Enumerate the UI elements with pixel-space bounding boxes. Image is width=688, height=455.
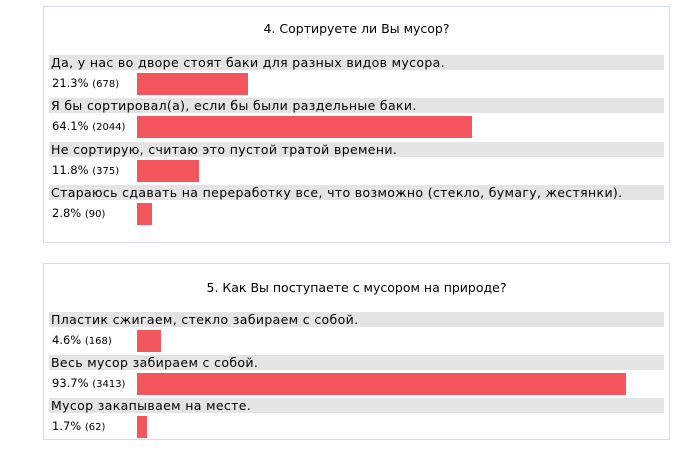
option-result-text: 64.1% (2044) bbox=[52, 119, 125, 133]
option-count: (678) bbox=[92, 79, 120, 90]
option-percent: 21.3% bbox=[52, 76, 89, 90]
poll-option: Не сортирую, считаю это пустой тратой вр… bbox=[49, 142, 664, 182]
poll-option: Стараюсь сдавать на переработку все, что… bbox=[49, 185, 664, 225]
option-count: (90) bbox=[84, 209, 106, 220]
option-result: 93.7% (3413) bbox=[49, 373, 664, 395]
result-bar bbox=[137, 330, 161, 352]
result-bar bbox=[137, 160, 199, 182]
option-percent: 11.8% bbox=[52, 163, 89, 177]
option-percent: 2.8% bbox=[52, 206, 82, 220]
result-bar bbox=[137, 73, 248, 95]
option-count: (2044) bbox=[92, 122, 126, 133]
poll-title: 4. Сортируете ли Вы мусор? bbox=[263, 21, 450, 36]
option-result: 11.8% (375) bbox=[49, 160, 664, 182]
option-percent: 64.1% bbox=[52, 119, 89, 133]
option-percent: 1.7% bbox=[52, 419, 82, 433]
result-bar bbox=[137, 116, 472, 138]
option-result-text: 11.8% (375) bbox=[52, 163, 119, 177]
option-label: Не сортирую, считаю это пустой тратой вр… bbox=[49, 142, 664, 157]
option-label: Весь мусор забираем с собой. bbox=[49, 355, 664, 370]
poll-option: Я бы сортировал(а), если бы были раздель… bbox=[49, 98, 664, 138]
option-label: Да, у нас во дворе стоят баки для разных… bbox=[49, 55, 664, 70]
result-bar bbox=[137, 373, 626, 395]
poll-nature: 5. Как Вы поступаете с мусором на природ… bbox=[43, 263, 670, 440]
option-result: 2.8% (90) bbox=[49, 203, 664, 225]
poll-option: Пластик сжигаем, стекло забираем с собой… bbox=[49, 312, 664, 352]
option-result-text: 93.7% (3413) bbox=[52, 376, 125, 390]
option-result: 64.1% (2044) bbox=[49, 116, 664, 138]
poll-sorting: 4. Сортируете ли Вы мусор? Да, у нас во … bbox=[43, 6, 670, 243]
poll-title: 5. Как Вы поступаете с мусором на природ… bbox=[206, 280, 507, 295]
option-count: (375) bbox=[92, 166, 120, 177]
option-count: (62) bbox=[84, 422, 106, 433]
option-result: 1.7% (62) bbox=[49, 416, 664, 438]
option-result-text: 2.8% (90) bbox=[52, 206, 105, 220]
poll-option: Весь мусор забираем с собой. 93.7% (3413… bbox=[49, 355, 664, 395]
result-bar bbox=[137, 203, 152, 225]
option-label: Пластик сжигаем, стекло забираем с собой… bbox=[49, 312, 664, 327]
option-label: Стараюсь сдавать на переработку все, что… bbox=[49, 185, 664, 200]
option-result-text: 21.3% (678) bbox=[52, 76, 119, 90]
option-percent: 4.6% bbox=[52, 333, 82, 347]
option-label: Мусор закапываем на месте. bbox=[49, 398, 664, 413]
option-result: 21.3% (678) bbox=[49, 73, 664, 95]
option-count: (3413) bbox=[92, 379, 126, 390]
option-result: 4.6% (168) bbox=[49, 330, 664, 352]
option-result-text: 1.7% (62) bbox=[52, 419, 105, 433]
poll-option: Мусор закапываем на месте. 1.7% (62) bbox=[49, 398, 664, 438]
option-result-text: 4.6% (168) bbox=[52, 333, 112, 347]
option-label: Я бы сортировал(а), если бы были раздель… bbox=[49, 98, 664, 113]
option-percent: 93.7% bbox=[52, 376, 89, 390]
option-count: (168) bbox=[84, 336, 112, 347]
poll-option: Да, у нас во дворе стоят баки для разных… bbox=[49, 55, 664, 95]
result-bar bbox=[137, 416, 147, 438]
